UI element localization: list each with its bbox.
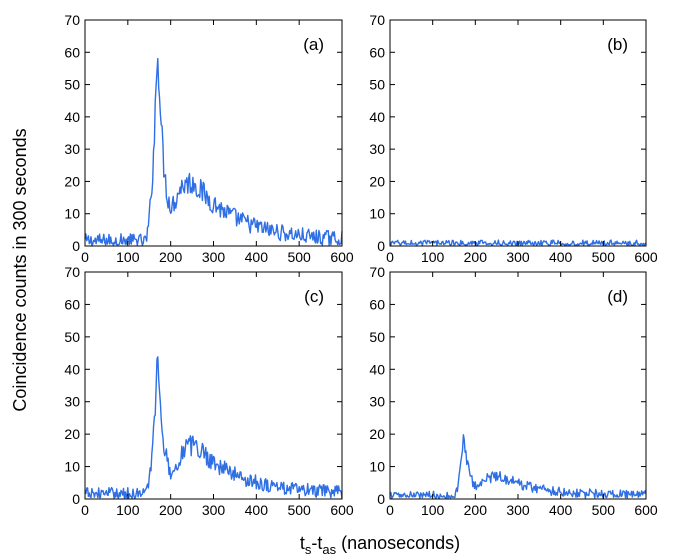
y-tick-label: 0 [377,491,385,507]
panel-label: (c) [304,287,324,306]
y-tick-label: 30 [64,141,80,157]
x-tick-label: 500 [592,249,616,265]
y-tick-label: 0 [72,238,80,254]
y-tick-label: 50 [64,77,80,93]
y-tick-label: 20 [369,173,385,189]
plot-frame [84,271,343,500]
x-tick-label: 0 [81,502,89,518]
x-tick-label: 200 [159,249,183,265]
x-tick-label: 600 [634,502,658,518]
y-tick-label: 10 [369,459,385,475]
y-tick-label: 0 [72,491,80,507]
plot-frame [389,271,647,500]
series-line [84,356,343,499]
y-tick-label: 10 [64,459,80,475]
y-tick-label: 70 [64,12,80,28]
panel-label: (b) [607,35,628,54]
y-tick-label: 40 [64,361,80,377]
y-tick-label: 30 [369,394,385,410]
x-tick-label: 500 [592,502,616,518]
y-tick-label: 70 [369,12,385,28]
x-tick-label: 200 [464,502,488,518]
x-tick-label: 0 [386,249,394,265]
x-tick-label: 100 [421,502,445,518]
y-tick-label: 20 [64,173,80,189]
x-tick-label: 0 [386,502,394,518]
y-tick-label: 60 [64,44,80,60]
y-tick-label: 40 [369,361,385,377]
y-tick-label: 50 [369,329,385,345]
y-tick-label: 20 [369,426,385,442]
x-tick-label: 100 [421,249,445,265]
panel-b: 0 100 200 300 400 500 600 0 10 20 30 40 50 60 70 (b) [369,12,657,265]
y-tick-label: 60 [64,296,80,312]
x-tick-label: 300 [506,502,530,518]
x-tick-label: 200 [464,249,488,265]
y-tick-label: 10 [64,206,80,222]
y-tick-label: 30 [369,141,385,157]
y-tick-label: 40 [64,109,80,125]
x-tick-label: 100 [116,502,140,518]
panel-d: 0 100 200 300 400 500 600 0 10 20 30 40 50 60 70 (d) [369,264,657,518]
y-tick-label: 70 [369,264,385,280]
series-line [84,57,343,247]
x-tick-label: 300 [202,502,226,518]
y-tick-label: 10 [369,206,385,222]
y-tick-label: 70 [64,264,80,280]
x-tick-label: 600 [330,249,354,265]
x-tick-label: 300 [202,249,226,265]
x-tick-label: 0 [81,249,89,265]
panel-label: (a) [303,35,324,54]
x-tick-label: 500 [287,502,311,518]
y-tick-label: 50 [369,77,385,93]
x-tick-label: 500 [287,249,311,265]
y-tick-label: 60 [369,44,385,60]
y-tick-label: 40 [369,109,385,125]
y-axis-title: Coincidence counts in 300 seconds [10,128,30,411]
y-tick-label: 0 [377,238,385,254]
y-tick-label: 30 [64,394,80,410]
x-tick-label: 600 [634,249,658,265]
x-tick-label: 100 [116,249,140,265]
y-tick-label: 50 [64,329,80,345]
x-tick-label: 400 [245,502,269,518]
x-tick-label: 400 [549,502,573,518]
y-tick-label: 20 [64,426,80,442]
x-axis-title: ts-tas (nanoseconds) [300,533,460,557]
y-tick-label: 60 [369,296,385,312]
panel-a: 0 100 200 300 400 500 600 0 10 20 30 40 50 60 70 (a) [64,12,353,265]
panel-c: 0 100 200 300 400 500 600 0 10 20 30 40 50 60 70 (c) [64,264,353,518]
x-tick-label: 400 [245,249,269,265]
x-tick-label: 200 [159,502,183,518]
x-tick-label: 400 [549,249,573,265]
x-tick-label: 300 [506,249,530,265]
x-tick-label: 600 [330,502,354,518]
series-line [390,434,647,499]
panel-label: (d) [607,287,628,306]
